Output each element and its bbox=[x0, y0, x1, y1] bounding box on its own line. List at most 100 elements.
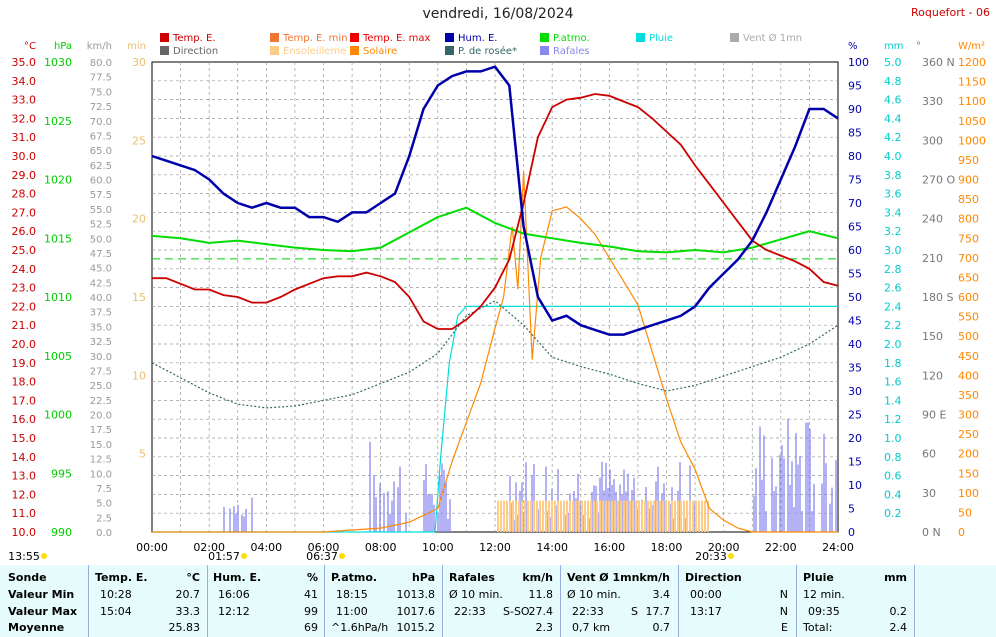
wind-unit: km/h bbox=[639, 571, 670, 584]
hum-avg-value: 69 bbox=[304, 621, 318, 634]
axis-tick-wind: 10.0 bbox=[90, 469, 112, 480]
legend-label: Hum. E. bbox=[458, 33, 498, 44]
axis-tick-sun: 30 bbox=[132, 56, 146, 69]
sunshine-bar bbox=[659, 500, 661, 532]
legend-swatch bbox=[540, 46, 549, 55]
axis-tick-wind: 47.5 bbox=[90, 249, 112, 260]
axis-tick-rain: 0.4 bbox=[884, 488, 902, 501]
axis-tick-temp: 28.0 bbox=[12, 188, 37, 201]
sunshine-bar bbox=[500, 500, 502, 532]
axis-tick-wind: 25.0 bbox=[90, 381, 112, 392]
gust-min-value: 11.8 bbox=[528, 588, 554, 601]
row-label-avg: Moyenne bbox=[8, 621, 65, 634]
sunshine-bar bbox=[656, 500, 658, 532]
sun-event-icon bbox=[339, 553, 345, 559]
sunshine-bar bbox=[557, 500, 559, 532]
legend-swatch bbox=[350, 46, 359, 55]
sunshine-bar bbox=[644, 500, 646, 532]
press-min-value: 1013.8 bbox=[396, 588, 436, 601]
axis-tick-hum: 20 bbox=[848, 432, 862, 445]
sunshine-bar bbox=[665, 500, 667, 532]
gust-avg-value: 2.3 bbox=[535, 621, 554, 634]
sunshine-bar bbox=[704, 500, 706, 532]
axis-tick-hum: 15 bbox=[848, 456, 862, 469]
sunshine-bar bbox=[695, 500, 697, 532]
axis-tick-solar: 0 bbox=[958, 526, 965, 539]
axis-tick-wind: 5.0 bbox=[96, 499, 112, 510]
axis-tick-temp: 21.0 bbox=[12, 319, 37, 332]
row-label-min: Valeur Min bbox=[8, 588, 75, 601]
axis-tick-rain: 1.6 bbox=[884, 376, 902, 389]
legend-swatch bbox=[270, 33, 279, 42]
legend-swatch bbox=[730, 33, 739, 42]
station-name[interactable]: Roquefort - 06 bbox=[911, 6, 990, 19]
axis-tick-solar: 900 bbox=[958, 174, 979, 187]
axis-tick-hum: 60 bbox=[848, 244, 862, 257]
sun-event-label: 20:33 bbox=[695, 550, 727, 563]
axis-tick-rain: 0.2 bbox=[884, 507, 902, 520]
sunshine-bar bbox=[539, 500, 541, 532]
axis-tick-rain: 4.6 bbox=[884, 94, 902, 107]
x-tick-label: 20:00 bbox=[708, 541, 740, 554]
axis-tick-solar: 200 bbox=[958, 448, 979, 461]
sunshine-bar bbox=[668, 500, 670, 532]
axis-tick-rain: 1.4 bbox=[884, 394, 902, 407]
axis-tick-wind: 75.0 bbox=[90, 87, 112, 98]
sunshine-bar bbox=[590, 500, 592, 532]
axis-tick-rain: 2.0 bbox=[884, 338, 902, 351]
legend-label: Temp. E. max bbox=[363, 33, 431, 44]
axis-tick-wind: 50.0 bbox=[90, 234, 112, 245]
sunshine-bar bbox=[632, 500, 634, 532]
sunshine-bar bbox=[638, 500, 640, 532]
sunshine-bar bbox=[554, 500, 556, 532]
wind-min-value: 3.4 bbox=[652, 588, 671, 601]
sunshine-bar bbox=[548, 500, 550, 532]
temp-max-value: 33.3 bbox=[175, 605, 201, 618]
sunshine-bar bbox=[551, 500, 553, 532]
sunshine-bar bbox=[698, 500, 700, 532]
axis-tick-press: 1010 bbox=[44, 291, 72, 304]
axis-tick-temp: 31.0 bbox=[12, 131, 37, 144]
axis-tick-hum: 90 bbox=[848, 103, 862, 116]
hum-unit: % bbox=[306, 571, 318, 584]
axis-tick-hum: 35 bbox=[848, 362, 862, 375]
axis-tick-wind: 2.5 bbox=[96, 513, 112, 524]
axis-tick-rain: 3.0 bbox=[884, 244, 902, 257]
sunshine-bar bbox=[641, 500, 643, 532]
axis-tick-dir: 360 N bbox=[922, 56, 955, 69]
legend-item: Temp. E. bbox=[160, 33, 216, 45]
series-hum bbox=[151, 65, 839, 336]
axis-tick-hum: 85 bbox=[848, 127, 862, 140]
axis-tick-wind: 15.0 bbox=[90, 440, 112, 451]
summary-table: Sonde Valeur Min Valeur Max Moyenne Temp… bbox=[0, 565, 996, 637]
axis-tick-hum: 100 bbox=[848, 56, 869, 69]
x-tick-label: 24:00 bbox=[822, 541, 854, 554]
temp-min-value: 20.7 bbox=[175, 588, 201, 601]
sunshine-bar bbox=[587, 500, 589, 532]
axis-tick-solar: 350 bbox=[958, 389, 979, 402]
axis-tick-temp: 13.0 bbox=[12, 470, 37, 483]
sunshine-bar bbox=[536, 500, 538, 532]
axis-tick-temp: 30.0 bbox=[12, 150, 37, 163]
dir-avg-value: E bbox=[781, 621, 788, 634]
legend-swatch bbox=[160, 33, 169, 42]
hum-min-time: 16:06 bbox=[218, 588, 250, 601]
axis-tick-temp: 14.0 bbox=[12, 451, 37, 464]
axis-tick-solar: 550 bbox=[958, 311, 979, 324]
row-label-sonde: Sonde bbox=[8, 571, 47, 584]
dir-min-value: N bbox=[779, 588, 788, 601]
axis-tick-rain: 2.2 bbox=[884, 319, 902, 332]
axis-unit-sun: min bbox=[127, 41, 146, 52]
sunshine-bar bbox=[623, 500, 625, 532]
axis-tick-rain: 0.8 bbox=[884, 451, 902, 464]
axis-tick-press: 1020 bbox=[44, 174, 72, 187]
axis-tick-sun: 25 bbox=[132, 134, 146, 147]
sun-event-icon bbox=[241, 553, 247, 559]
sunshine-bar bbox=[512, 500, 514, 532]
legend-swatch bbox=[636, 33, 645, 42]
axis-tick-wind: 17.5 bbox=[90, 425, 112, 436]
sunshine-bar bbox=[533, 500, 535, 532]
temp-head: Temp. E. bbox=[95, 571, 148, 584]
rain-max-time: 09:35 bbox=[808, 605, 840, 618]
axis-unit-temp: °C bbox=[24, 41, 36, 52]
